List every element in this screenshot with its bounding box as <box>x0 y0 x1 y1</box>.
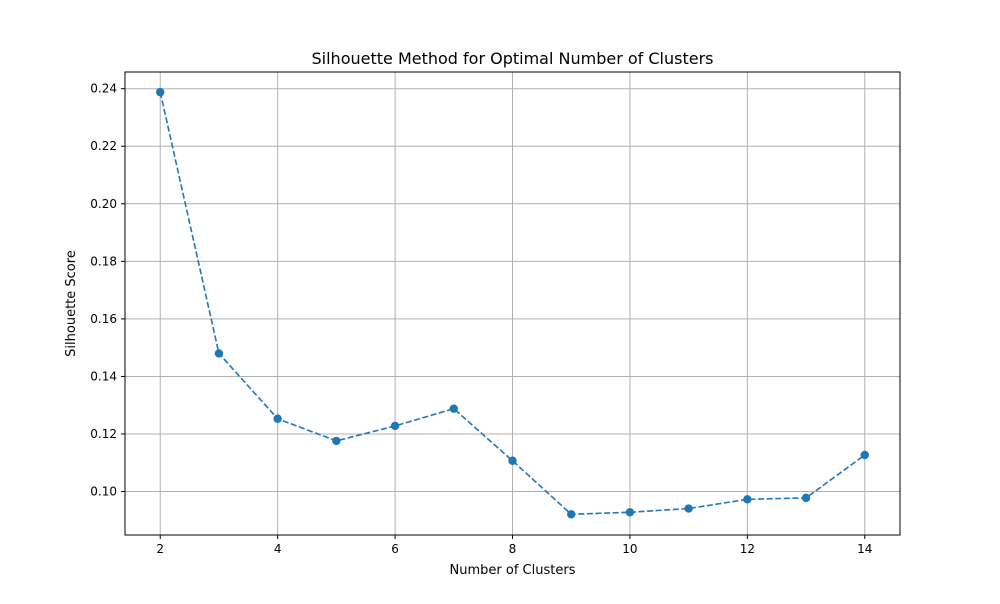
y-tick-label: 0.14 <box>90 369 117 383</box>
data-point <box>860 450 869 460</box>
data-point <box>390 421 400 431</box>
data-point <box>567 510 576 519</box>
x-tick-label: 10 <box>622 542 637 556</box>
data-point <box>156 87 165 97</box>
data-point <box>214 349 224 358</box>
y-tick-label: 0.16 <box>90 312 117 326</box>
data-point <box>743 495 752 504</box>
series-layer <box>156 87 869 519</box>
x-tick-label: 8 <box>509 542 517 556</box>
data-point <box>625 508 635 517</box>
data-point <box>508 456 517 465</box>
y-tick-label: 0.20 <box>90 197 117 211</box>
y-tick-label: 0.10 <box>90 485 117 499</box>
y-tick-label: 0.18 <box>90 254 117 268</box>
y-tick-label: 0.22 <box>90 139 117 153</box>
x-tick-label: 6 <box>391 542 399 556</box>
x-tick-label: 12 <box>740 542 755 556</box>
data-point <box>684 504 693 513</box>
axis-ticks: 2 4 6 8 10 12 14 0.10 0.12 0.14 0.16 0.18 0.20 0.22 0.… <box>90 82 872 556</box>
chart-title: Silhouette Method for Optimal Number of … <box>312 49 714 68</box>
y-tick-label: 0.12 <box>90 427 117 441</box>
data-point <box>801 493 811 503</box>
x-tick-label: 14 <box>857 542 872 556</box>
x-axis-label: Number of Clusters <box>450 563 576 578</box>
x-tick-label: 2 <box>156 542 164 556</box>
grid <box>125 72 900 535</box>
data-point <box>332 436 341 446</box>
y-axis-label: Silhouette Score <box>64 250 79 357</box>
x-tick-label: 4 <box>274 542 282 556</box>
data-point <box>449 404 458 413</box>
y-tick-label: 0.24 <box>90 82 117 96</box>
data-point <box>273 414 282 423</box>
